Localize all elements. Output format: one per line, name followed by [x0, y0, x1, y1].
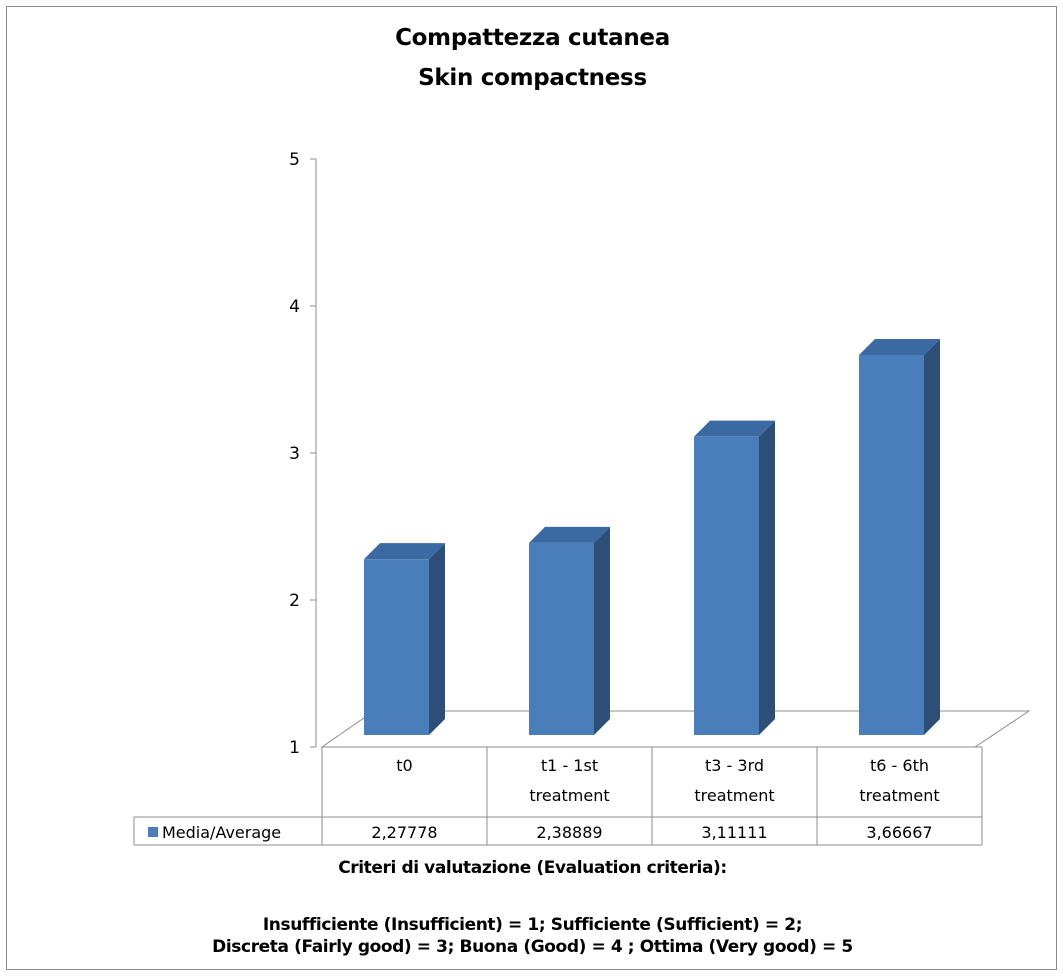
chart-subtitle: Skin compactness: [418, 65, 647, 91]
x-category-label: treatment: [859, 786, 939, 805]
bar-side: [429, 543, 445, 735]
x-category-label: t1 - 1st: [541, 756, 598, 775]
bar-side: [759, 420, 775, 735]
data-label: 3,11111: [701, 823, 767, 842]
data-label: 2,38889: [536, 823, 602, 842]
bar: [364, 559, 429, 735]
x-category-label: t6 - 6th: [870, 756, 929, 775]
x-category-label: treatment: [694, 786, 774, 805]
bar-top: [364, 543, 445, 560]
y-tick-label: 1: [289, 738, 300, 758]
y-tick-label: 3: [289, 444, 300, 464]
data-label: 3,66667: [866, 823, 932, 842]
bar-top: [529, 526, 610, 543]
y-tick-label: 5: [289, 150, 300, 170]
bar-side: [594, 526, 610, 735]
y-tick-label: 2: [289, 591, 300, 611]
data-label: 2,27778: [371, 823, 437, 842]
bar-top: [694, 420, 775, 437]
bar: [859, 354, 924, 735]
chart-title: Compattezza cutanea: [395, 25, 670, 51]
bar: [529, 542, 594, 735]
x-category-label: t0: [396, 756, 412, 775]
x-category-label: treatment: [529, 786, 609, 805]
chart-frame: Compattezza cutanea Skin compactness 1 2 3…: [6, 6, 1057, 970]
bar-top: [859, 338, 940, 355]
criteria-line-1: Insufficiente (Insufficient) = 1; Suffic…: [262, 915, 803, 935]
x-category-label: t3 - 3rd: [705, 756, 764, 775]
bar-side: [924, 338, 940, 735]
criteria-heading: Criteri di valutazione (Evaluation crite…: [338, 858, 727, 878]
legend-swatch: [148, 827, 158, 837]
bar: [694, 436, 759, 735]
y-tick-label: 4: [289, 297, 300, 317]
criteria-line-2: Discreta (Fairly good) = 3; Buona (Good)…: [212, 937, 853, 957]
bar-chart: 1 2 3 4 5 t0 t1 - 1st treatment t3 - 3rd treatmen…: [133, 150, 1031, 846]
legend-label: Media/Average: [162, 823, 281, 842]
